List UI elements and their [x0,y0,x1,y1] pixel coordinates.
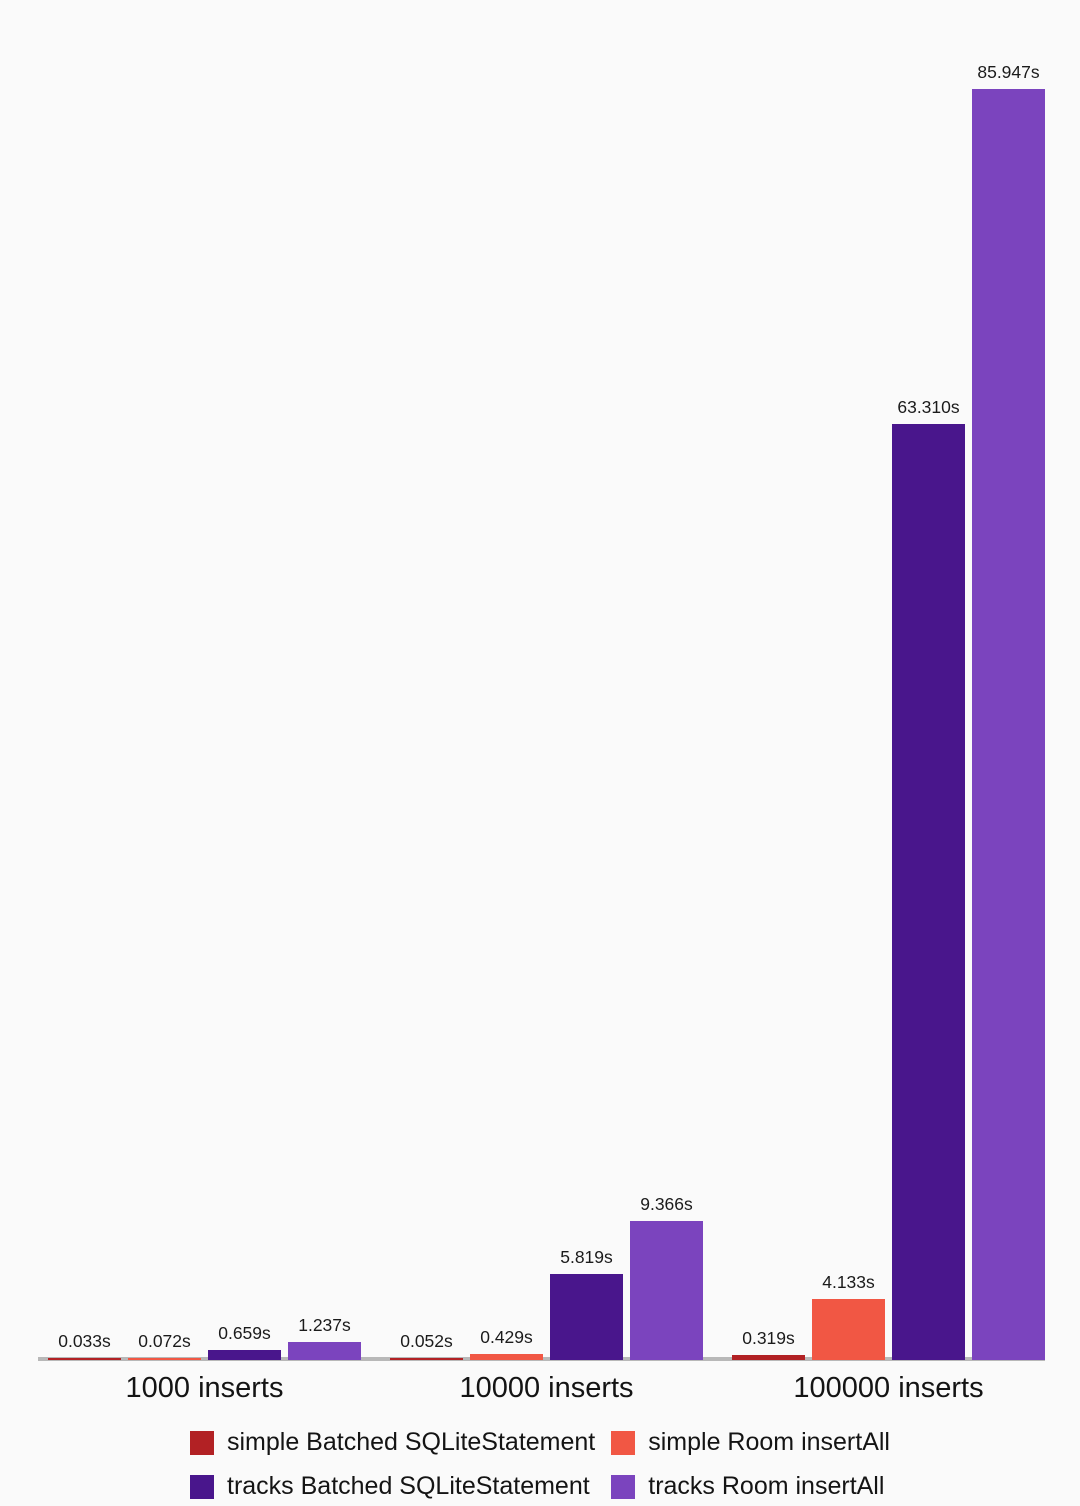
bar [208,1350,281,1360]
bar-value-label: 85.947s [977,62,1040,82]
category-label: 10000 inserts [459,1372,634,1404]
legend-label: tracks Room insertAll [648,1472,885,1500]
bar-value-label: 0.429s [480,1327,533,1347]
bar [550,1274,623,1360]
bar [128,1358,201,1360]
bar-cell: 0.429s [470,1327,543,1360]
bar-value-label: 63.310s [897,397,960,417]
bar-cell: 1.237s [288,1315,361,1360]
category-label: 100000 inserts [793,1372,984,1404]
legend-swatch-icon [611,1474,636,1499]
bar-value-label: 4.133s [822,1272,875,1292]
bar-value-label: 0.052s [400,1331,453,1351]
bar-cell: 0.052s [390,1331,463,1360]
bar-value-label: 0.659s [218,1323,271,1343]
plot-area: 0.033s 0.072s 0.659s 1.237s 0.052s 0.429s 5.81… [38,0,1045,1361]
legend-item: simple Room insertAll [611,1428,890,1457]
category-axis-labels: 1000 inserts 10000 inserts 100000 inserts [48,1372,1045,1405]
legend-item: tracks Batched SQLiteStatement [190,1472,595,1501]
bar [288,1342,361,1360]
bar-cell: 5.819s [550,1247,623,1360]
bar [630,1221,703,1360]
bar-value-label: 9.366s [640,1194,693,1214]
bar [48,1358,121,1360]
legend-swatch-icon [190,1474,214,1499]
bar-value-label: 0.319s [742,1328,795,1348]
bar-group: 0.033s 0.072s 0.659s 1.237s [48,1315,361,1360]
bar-cell: 85.947s [972,62,1045,1360]
bar-groups: 0.033s 0.072s 0.659s 1.237s 0.052s 0.429s 5.81… [48,62,1045,1360]
legend-swatch-icon [190,1430,214,1455]
bar-cell: 0.033s [48,1331,121,1360]
bar-cell: 4.133s [812,1272,885,1360]
bar-value-label: 5.819s [560,1247,613,1267]
bar-cell: 0.659s [208,1323,281,1360]
bar [812,1299,885,1360]
bar-cell: 9.366s [630,1194,703,1360]
bar-value-label: 0.072s [138,1331,191,1351]
bar-group: 0.052s 0.429s 5.819s 9.366s [390,1194,703,1360]
bar [732,1355,805,1360]
legend-label: tracks Batched SQLiteStatement [227,1472,590,1500]
legend-item: tracks Room insertAll [611,1472,890,1501]
legend: simple Batched SQLiteStatement simple Roo… [190,1428,890,1501]
bar [892,424,965,1360]
legend-swatch-icon [611,1430,636,1455]
category-label: 1000 inserts [125,1372,284,1404]
legend-label: simple Batched SQLiteStatement [227,1428,596,1456]
bar-group: 0.319s 4.133s 63.310s 85.947s [732,62,1045,1360]
bar [972,89,1045,1360]
bar-cell: 0.072s [128,1331,201,1360]
legend-label: simple Room insertAll [648,1428,890,1456]
legend-item: simple Batched SQLiteStatement [190,1428,595,1457]
bar-value-label: 1.237s [298,1315,351,1335]
bar [390,1358,463,1360]
bar-value-label: 0.033s [58,1331,111,1351]
bar-cell: 0.319s [732,1328,805,1360]
bar-cell: 63.310s [892,397,965,1360]
bar [470,1354,543,1360]
